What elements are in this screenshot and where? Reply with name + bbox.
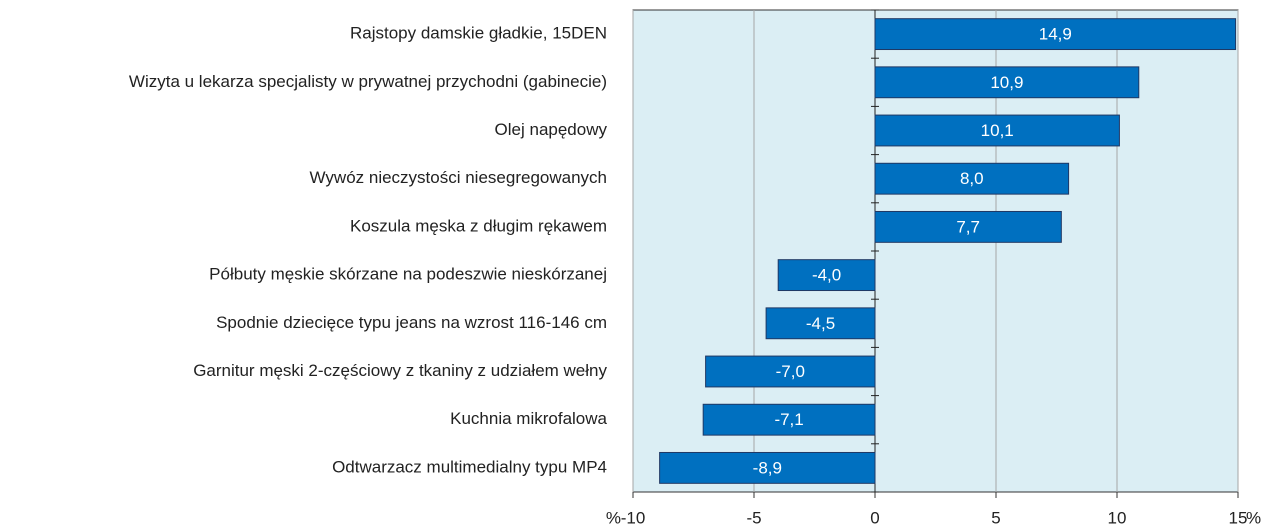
bar (874, 18, 1237, 51)
bar (702, 403, 876, 436)
bar (874, 210, 1062, 243)
value-label: 7,7 (956, 217, 980, 236)
x-tick-label: 15 (1229, 508, 1248, 527)
x-tick-label: 0 (870, 508, 879, 527)
bar (777, 259, 876, 292)
bar (874, 162, 1070, 195)
bar (874, 114, 1120, 147)
value-label: 8,0 (960, 169, 984, 188)
bar (765, 307, 876, 340)
category-label: Koszula męska z długim rękawem (350, 216, 607, 235)
value-label: -4,5 (806, 314, 835, 333)
x-unit-right: % (1246, 508, 1261, 527)
x-tick-label: -5 (746, 508, 761, 527)
category-label: Półbuty męskie skórzane na podeszwie nie… (209, 265, 607, 284)
x-tick-label: 10 (1108, 508, 1127, 527)
value-label: -8,9 (753, 458, 782, 477)
category-label: Odtwarzacz multimedialny typu MP4 (332, 457, 607, 476)
x-tick-label: -10 (621, 508, 646, 527)
value-label: -4,0 (812, 266, 841, 285)
x-unit-left: % (606, 508, 621, 527)
value-label: -7,1 (774, 410, 803, 429)
category-label: Kuchnia mikrofalowa (450, 409, 607, 428)
bar (705, 355, 876, 388)
value-label: 14,9 (1039, 25, 1072, 44)
value-label: 10,9 (990, 73, 1023, 92)
value-label: 10,1 (981, 121, 1014, 140)
value-label: -7,0 (776, 362, 805, 381)
category-label: Wywóz nieczystości niesegregowanych (310, 168, 607, 187)
bar (874, 66, 1140, 99)
category-label: Spodnie dziecięce typu jeans na wzrost 1… (216, 313, 607, 332)
category-label: Rajstopy damskie gładkie, 15DEN (350, 24, 607, 43)
category-label: Wizyta u lekarza specjalisty w prywatnej… (129, 72, 607, 91)
category-label: Garnitur męski 2-częściowy z tkaniny z u… (193, 361, 607, 380)
bar (659, 451, 876, 484)
category-label: Olej napędowy (495, 120, 608, 139)
x-tick-label: 5 (991, 508, 1000, 527)
